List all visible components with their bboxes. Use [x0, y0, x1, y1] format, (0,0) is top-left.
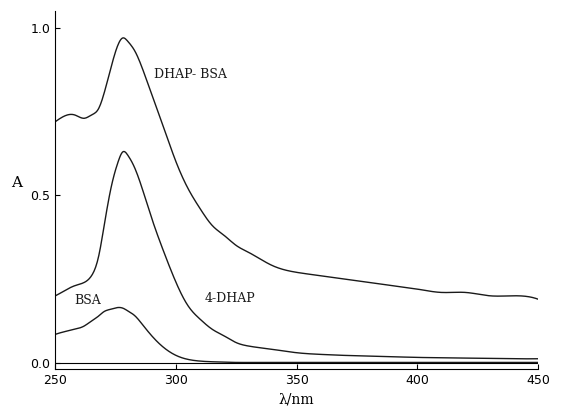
Y-axis label: A: A: [11, 176, 22, 190]
Text: 4-DHAP: 4-DHAP: [205, 293, 256, 306]
Text: BSA: BSA: [75, 294, 102, 307]
X-axis label: λ/nm: λ/nm: [279, 393, 315, 407]
Text: DHAP- BSA: DHAP- BSA: [154, 68, 227, 81]
